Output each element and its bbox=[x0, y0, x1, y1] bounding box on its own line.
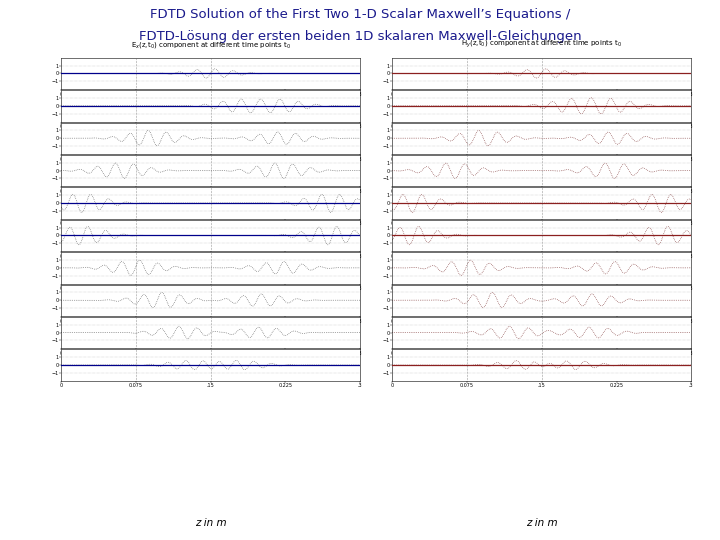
Text: H$_y$(z,t$_0$) component at different time points t$_0$: H$_y$(z,t$_0$) component at different ti… bbox=[462, 39, 622, 50]
Text: FDTD Solution of the First Two 1-D Scalar Maxwell’s Equations /: FDTD Solution of the First Two 1-D Scala… bbox=[150, 8, 570, 21]
Text: z in m: z in m bbox=[195, 518, 226, 528]
Text: FDTD-Lösung der ersten beiden 1D skalaren Maxwell-Gleichungen: FDTD-Lösung der ersten beiden 1D skalare… bbox=[139, 30, 581, 43]
Text: z in m: z in m bbox=[526, 518, 557, 528]
Text: E$_x$(z,t$_0$) component at different time points t$_0$: E$_x$(z,t$_0$) component at different ti… bbox=[130, 40, 291, 50]
